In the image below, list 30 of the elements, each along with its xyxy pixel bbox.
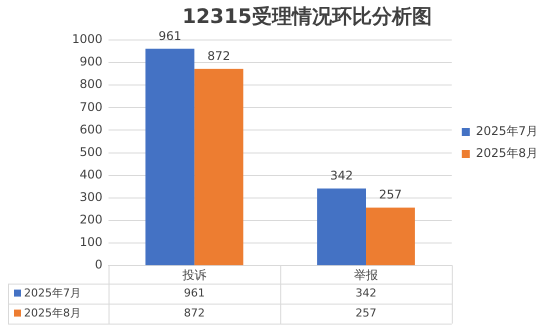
data-label: 257 [379,188,402,202]
data-label: 872 [207,49,230,63]
text: 342 [356,286,377,300]
y-tick-label: 900 [80,54,103,69]
y-tick-label: 0 [94,258,103,272]
chart-title: 12315受理情况环比分析图 [182,4,432,28]
bar [317,188,366,266]
y-tick-label: 500 [80,144,103,159]
text: 961 [184,286,205,300]
data-label: 961 [158,28,182,43]
y-tick-label: 100 [80,235,103,250]
bar [145,48,194,266]
text: 2025年7月 [476,124,538,138]
bar [366,208,415,266]
text: 872 [184,306,205,320]
y-tick-label: 200 [80,212,103,227]
legend-label: 2025年8月 [476,146,538,160]
data-label: 342 [330,168,353,183]
legend-label: 2025年7月 [24,286,81,300]
text: 2025年8月 [24,306,81,320]
x-tick-label: 投诉 [181,268,206,282]
y-tick-label: 600 [80,122,103,136]
y-tick-label: 1000 [72,32,103,46]
y-tick-label: 700 [80,100,103,114]
bar [194,68,244,266]
x-tick-label: 举报 [354,268,378,282]
text: 257 [356,306,377,320]
y-tick-label: 300 [80,190,103,204]
y-tick-label: 400 [80,167,103,182]
y-tick-label: 800 [80,77,103,92]
